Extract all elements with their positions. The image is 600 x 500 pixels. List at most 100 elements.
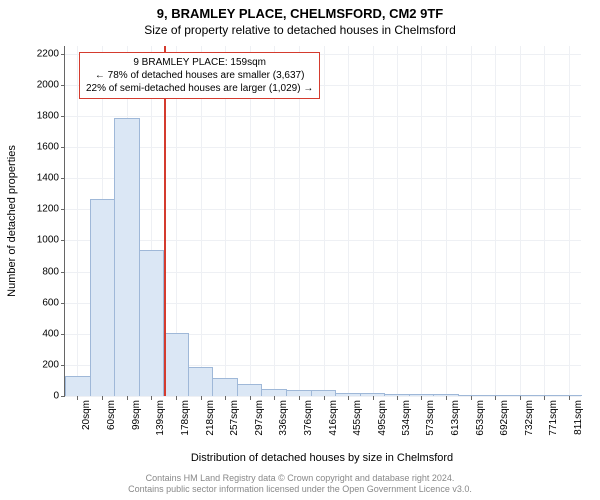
xtick-label: 771sqm [548,400,559,450]
ytick-label: 1200 [37,204,59,215]
ytick-mark [61,303,65,304]
xtick-label: 60sqm [106,400,117,450]
xtick-label: 336sqm [278,400,289,450]
xtick-label: 573sqm [425,400,436,450]
histogram-bar [409,394,435,396]
ytick-mark [61,116,65,117]
xtick-label: 376sqm [303,400,314,450]
xtick-label: 257sqm [229,400,240,450]
histogram-bar [532,395,558,396]
gridline-vertical [544,46,545,396]
ytick-mark [61,209,65,210]
gridline-vertical [520,46,521,396]
histogram-bar [163,333,189,396]
annotation-line: 22% of semi-detached houses are larger (… [86,82,313,95]
ytick-mark [61,365,65,366]
ytick-mark [61,334,65,335]
xtick-mark [250,396,251,400]
xtick-label: 732sqm [524,400,535,450]
xtick-label: 613sqm [450,400,461,450]
xtick-mark [544,396,545,400]
xtick-mark [176,396,177,400]
ytick-mark [61,272,65,273]
gridline-vertical [373,46,374,396]
gridline-vertical [397,46,398,396]
footer-text: Contains HM Land Registry data © Crown c… [0,473,600,496]
x-axis-label: Distribution of detached houses by size … [191,452,453,464]
ytick-mark [61,147,65,148]
xtick-mark [495,396,496,400]
chart-container: 0200400600800100012001400160018002000220… [0,0,600,500]
xtick-mark [274,396,275,400]
footer-line-1: Contains HM Land Registry data © Crown c… [0,473,600,485]
xtick-label: 99sqm [131,400,142,450]
xtick-mark [151,396,152,400]
histogram-bar [311,390,337,396]
plot-area: 0200400600800100012001400160018002000220… [64,46,581,397]
histogram-bar [286,390,312,396]
ytick-label: 600 [42,297,59,308]
histogram-bar [212,378,238,396]
xtick-label: 297sqm [254,400,265,450]
xtick-mark [569,396,570,400]
histogram-bar [188,367,214,396]
xtick-mark [102,396,103,400]
xtick-mark [397,396,398,400]
ytick-label: 2000 [37,79,59,90]
ytick-label: 0 [53,391,59,402]
xtick-label: 178sqm [180,400,191,450]
histogram-bar [507,395,533,396]
ytick-mark [61,396,65,397]
ytick-label: 1600 [37,142,59,153]
xtick-label: 534sqm [401,400,412,450]
histogram-bar [335,393,361,396]
xtick-mark [471,396,472,400]
gridline-vertical [446,46,447,396]
ytick-label: 1000 [37,235,59,246]
xtick-label: 20sqm [81,400,92,450]
annotation-line: ← 78% of detached houses are smaller (3,… [86,69,313,82]
xtick-mark [77,396,78,400]
xtick-mark [324,396,325,400]
ytick-label: 2200 [37,48,59,59]
ytick-label: 1800 [37,111,59,122]
xtick-label: 495sqm [377,400,388,450]
xtick-label: 692sqm [499,400,510,450]
xtick-mark [520,396,521,400]
xtick-mark [446,396,447,400]
y-axis-label: Number of detached properties [6,145,18,297]
histogram-bar [65,376,91,396]
histogram-bar [433,394,459,396]
xtick-mark [225,396,226,400]
histogram-bar [482,395,508,396]
histogram-bar [360,393,386,396]
xtick-mark [373,396,374,400]
ytick-label: 400 [42,328,59,339]
gridline-vertical [421,46,422,396]
histogram-bar [556,395,582,396]
xtick-mark [299,396,300,400]
xtick-label: 139sqm [155,400,166,450]
xtick-mark [348,396,349,400]
gridline-vertical [324,46,325,396]
xtick-label: 416sqm [328,400,339,450]
xtick-label: 653sqm [475,400,486,450]
gridline-vertical [495,46,496,396]
histogram-bar [261,389,287,396]
ytick-mark [61,240,65,241]
xtick-label: 811sqm [573,400,584,450]
gridline-vertical [569,46,570,396]
ytick-label: 800 [42,266,59,277]
xtick-label: 218sqm [205,400,216,450]
ytick-mark [61,85,65,86]
ytick-mark [61,178,65,179]
histogram-bar [237,384,263,396]
xtick-label: 455sqm [352,400,363,450]
xtick-mark [421,396,422,400]
ytick-label: 1400 [37,173,59,184]
annotation-box: 9 BRAMLEY PLACE: 159sqm← 78% of detached… [79,52,320,99]
gridline-vertical [471,46,472,396]
histogram-bar [90,199,116,396]
gridline-vertical [348,46,349,396]
histogram-bar [384,394,410,396]
